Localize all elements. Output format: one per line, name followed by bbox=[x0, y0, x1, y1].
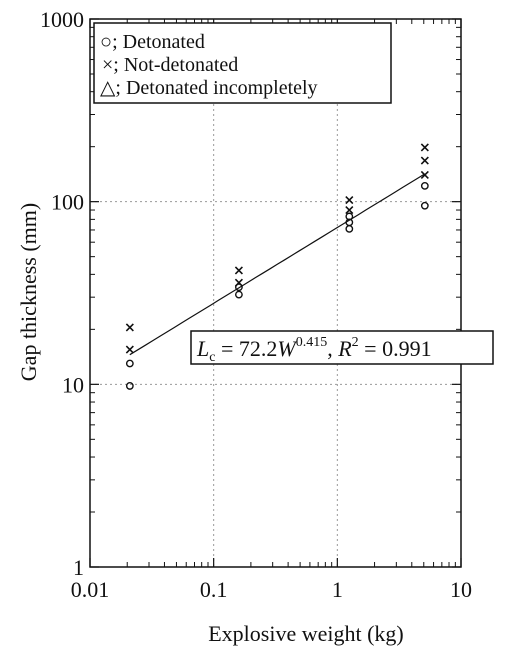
legend-item-detonated: ○; Detonated bbox=[100, 31, 205, 53]
legend-label: Detonated bbox=[123, 31, 205, 53]
not-detonated-point bbox=[420, 170, 429, 180]
detonated-point bbox=[235, 290, 243, 299]
not-detonated-point bbox=[125, 345, 134, 354]
detonated-point bbox=[420, 181, 429, 190]
not-detonated-point bbox=[345, 196, 354, 205]
x-tick-label: 0.01 bbox=[71, 577, 110, 602]
equation-box bbox=[190, 330, 494, 365]
eq-r-value: = 0.991 bbox=[359, 336, 432, 361]
detonated-point bbox=[125, 359, 134, 368]
detonated-point bbox=[235, 283, 243, 292]
x-tick-label: 0.1 bbox=[200, 577, 228, 602]
y-tick-label: 10 bbox=[62, 372, 84, 397]
legend-item-not-detonated: ×; Not-detonated bbox=[102, 54, 238, 76]
legend-box bbox=[93, 22, 392, 104]
equation-text: Lc = 72.2W0.415, R2 = 0.991 bbox=[196, 335, 432, 365]
detonated-point bbox=[345, 224, 354, 233]
legend-item-detonated-incompletely: △; Detonated incompletely bbox=[100, 77, 318, 99]
eq-separator: , bbox=[327, 336, 338, 361]
y-tick-labels: 1 10 100 1000 bbox=[40, 7, 84, 580]
not-detonated-point bbox=[345, 205, 354, 215]
grid-lines bbox=[90, 19, 461, 567]
not-detonated-point bbox=[125, 323, 134, 332]
eq-r: R bbox=[337, 336, 352, 361]
y-tick-label: 1 bbox=[73, 555, 84, 580]
legend-separator: ; bbox=[115, 77, 121, 99]
fit-line bbox=[129, 173, 426, 356]
detonated-point bbox=[345, 212, 354, 221]
not-detonated-point bbox=[420, 143, 429, 152]
not-detonated-point bbox=[420, 156, 429, 165]
legend-label: Detonated incompletely bbox=[126, 77, 318, 99]
legend-separator: ; bbox=[113, 54, 119, 76]
x-tick-label: 10 bbox=[450, 577, 472, 602]
legend: ○; Detonated ×; Not-detonated △; Detonat… bbox=[93, 22, 392, 104]
data-markers bbox=[125, 143, 429, 390]
fit-equation: Lc = 72.2W0.415, R2 = 0.991 bbox=[190, 330, 494, 365]
axis-ticks bbox=[89, 18, 462, 568]
detonated-point bbox=[125, 382, 134, 390]
eq-variable: W bbox=[277, 336, 297, 361]
detonated-point bbox=[420, 201, 429, 210]
x-axis-label: Explosive weight (kg) bbox=[208, 621, 404, 646]
y-tick-label: 1000 bbox=[40, 7, 84, 32]
not-detonated-point bbox=[234, 278, 243, 287]
not-detonated-point bbox=[234, 266, 243, 275]
legend-separator: ; bbox=[112, 31, 118, 53]
eq-exponent: 0.415 bbox=[296, 335, 328, 350]
eq-coefficient: = 72.2 bbox=[215, 336, 277, 361]
legend-symbol-x: × bbox=[102, 54, 113, 76]
eq-lhs: L bbox=[196, 336, 209, 361]
plot-frame bbox=[89, 18, 462, 568]
legend-symbol-circle: ○ bbox=[100, 31, 112, 53]
x-tick-label: 1 bbox=[332, 577, 343, 602]
y-tick-label: 100 bbox=[51, 190, 84, 215]
eq-lhs-subscript: c bbox=[209, 350, 215, 365]
x-tick-labels: 0.01 0.1 1 10 bbox=[71, 577, 472, 602]
legend-label: Not-detonated bbox=[124, 54, 238, 76]
legend-symbol-triangle: △ bbox=[100, 77, 116, 99]
eq-r-exponent: 2 bbox=[352, 335, 359, 350]
y-axis-label: Gap thickness (mm) bbox=[16, 203, 41, 381]
